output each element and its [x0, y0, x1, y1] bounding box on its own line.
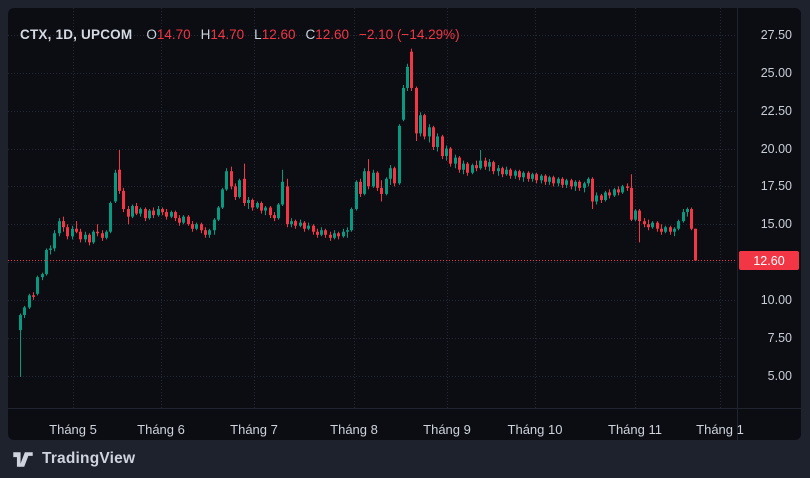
price-tick-label: 10.00 — [760, 292, 792, 307]
price-tick-label: 22.50 — [760, 103, 792, 118]
symbol-title[interactable]: CTX, 1D, UPCOM — [20, 27, 133, 42]
ohlc-high: H14.70 — [200, 27, 245, 42]
price-chart[interactable] — [8, 8, 801, 440]
price-tick-label: 17.50 — [760, 179, 792, 194]
price-tick-label: 5.00 — [767, 368, 792, 383]
candles — [19, 48, 697, 378]
time-tick-label: Tháng 7 — [230, 422, 278, 437]
time-axis[interactable]: Tháng 5 Tháng 6 Tháng 7 Tháng 8 Tháng 9 Tháng… — [8, 416, 744, 440]
price-tick-label: 20.00 — [760, 141, 792, 156]
time-tick-label: Tháng 5 — [49, 422, 97, 437]
last-price-badge: 12.60 — [739, 251, 799, 270]
grid-lines — [8, 8, 737, 408]
time-tick-label: Tháng 11 — [608, 422, 662, 437]
chart-canvas[interactable]: CTX, 1D, UPCOM O14.70 H14.70 L12.60 C12.… — [8, 8, 801, 440]
time-tick-label: Tháng 9 — [423, 422, 471, 437]
ohlc-low: L12.60 — [254, 27, 296, 42]
brand-label[interactable]: TradingView — [42, 450, 136, 467]
symbol-legend[interactable]: CTX, 1D, UPCOM O14.70 H14.70 L12.60 C12.… — [20, 27, 460, 42]
bottom-toolbar: TradingView — [12, 440, 798, 478]
time-tick-label: Tháng 10 — [507, 422, 563, 437]
last-price-label: 12.60 — [753, 253, 785, 268]
tradingview-logo-icon[interactable] — [12, 451, 34, 468]
time-tick-label: Tháng 6 — [137, 422, 185, 437]
price-tick-label: 27.50 — [760, 28, 792, 42]
price-tick-label: 7.50 — [767, 330, 792, 345]
price-tick-label: 15.00 — [760, 217, 792, 232]
ohlc-open: O14.70 — [146, 27, 191, 42]
price-axis[interactable]: 27.50 25.00 22.50 20.00 17.50 15.00 10.00 7.50 5… — [737, 8, 801, 408]
time-tick-label: Tháng 1 — [696, 422, 744, 437]
price-tick-label: 25.00 — [760, 65, 792, 80]
ohlc-close: C12.60 — [305, 27, 350, 42]
time-tick-label: Tháng 8 — [330, 422, 378, 437]
change-value: −2.10 (−14.29%) — [359, 27, 460, 42]
